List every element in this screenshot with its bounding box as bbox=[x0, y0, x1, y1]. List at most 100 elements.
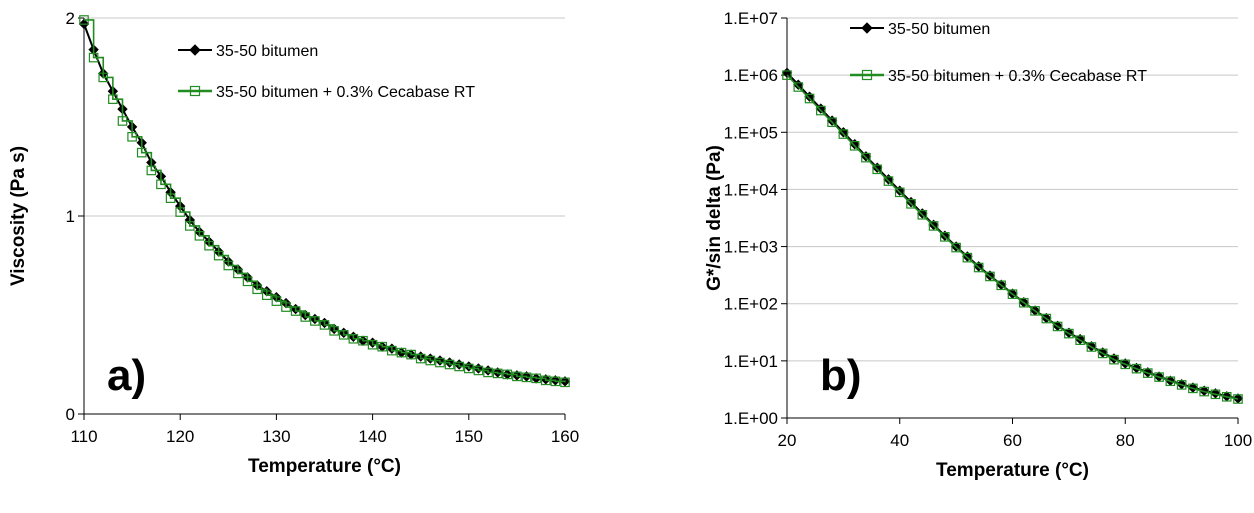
data-point bbox=[782, 70, 792, 80]
y-tick-label: 2 bbox=[66, 9, 75, 28]
data-point bbox=[872, 164, 882, 175]
data-point bbox=[425, 355, 436, 366]
data-point bbox=[1075, 335, 1085, 345]
data-point bbox=[271, 296, 282, 306]
data-point bbox=[98, 72, 109, 83]
data-point bbox=[348, 333, 359, 344]
data-point bbox=[996, 280, 1007, 291]
y-tick-label: 0 bbox=[66, 405, 75, 424]
panel-label-a: a) bbox=[107, 351, 146, 400]
data-point bbox=[1086, 342, 1097, 352]
data-point bbox=[1030, 306, 1040, 316]
series-line bbox=[786, 72, 1239, 400]
data-point bbox=[88, 52, 99, 63]
data-point bbox=[261, 290, 272, 300]
viscosity-y-axis-label: Viscosity (Pa s) bbox=[8, 146, 29, 286]
x-tick-label: 80 bbox=[1116, 431, 1135, 450]
legend-entry-bitumen: 35-50 bitumen bbox=[850, 21, 990, 38]
y-tick-label: 1 bbox=[66, 207, 75, 226]
data-point bbox=[406, 349, 416, 360]
data-point bbox=[165, 193, 176, 203]
data-point bbox=[300, 312, 311, 322]
data-point bbox=[454, 361, 464, 372]
data-point bbox=[540, 375, 551, 386]
data-point bbox=[1176, 380, 1187, 390]
data-point bbox=[531, 373, 541, 384]
data-point bbox=[1199, 386, 1209, 397]
viscosity-y-ticks: 0 1 2 bbox=[66, 9, 84, 424]
modulus-y-ticks: 1.E+00 1.E+01 1.E+02 1.E+03 1.E+04 1.E+05 1.E+… bbox=[724, 9, 787, 428]
data-point bbox=[435, 357, 445, 368]
data-point bbox=[358, 335, 368, 346]
series-line bbox=[84, 19, 566, 383]
series-bitumen-cecabase bbox=[782, 70, 1243, 404]
modulus-series bbox=[781, 67, 1244, 404]
data-point bbox=[1210, 389, 1221, 400]
x-tick-label: 40 bbox=[890, 431, 909, 450]
data-point bbox=[492, 368, 503, 379]
y-tick-label: 1.E+02 bbox=[724, 295, 778, 314]
y-tick-label: 1.E+00 bbox=[724, 409, 778, 428]
data-point bbox=[793, 82, 804, 92]
data-point bbox=[1142, 368, 1153, 378]
data-point bbox=[502, 369, 513, 380]
data-point bbox=[985, 271, 995, 282]
viscosity-x-axis-label: Temperature (°C) bbox=[248, 456, 401, 477]
legend-label-bitumen: 35-50 bitumen bbox=[216, 43, 318, 60]
data-point bbox=[252, 284, 262, 295]
data-point bbox=[1165, 376, 1176, 387]
data-point bbox=[1154, 372, 1164, 382]
data-point bbox=[108, 94, 118, 104]
data-point bbox=[883, 176, 894, 186]
data-point bbox=[962, 252, 973, 263]
data-point bbox=[175, 207, 185, 217]
data-point bbox=[483, 367, 493, 378]
data-point bbox=[387, 345, 397, 356]
viscosity-x-ticks: 110 120 130 140 150 160 bbox=[70, 414, 579, 446]
data-point bbox=[512, 371, 522, 382]
data-point bbox=[928, 221, 939, 231]
legend-label-bitumen-cecabase: 35-50 bitumen + 0.3% Cecabase RT bbox=[888, 68, 1147, 85]
legend-label-bitumen-cecabase: 35-50 bitumen + 0.3% Cecabase RT bbox=[216, 84, 475, 101]
data-point bbox=[290, 306, 301, 316]
viscosity-gridlines bbox=[84, 17, 565, 217]
legend-label-bitumen: 35-50 bitumen bbox=[888, 21, 990, 38]
data-point bbox=[550, 376, 561, 387]
legend-swatch-marker bbox=[861, 69, 873, 81]
data-point bbox=[242, 276, 253, 287]
data-point bbox=[136, 147, 147, 158]
data-point bbox=[827, 117, 837, 128]
data-point bbox=[117, 116, 128, 126]
data-point bbox=[1018, 297, 1029, 308]
data-point bbox=[329, 326, 339, 336]
modulus-legend: 35-50 bitumen 35-50 bitumen + 0.3% Cecab… bbox=[850, 21, 1147, 85]
data-point bbox=[146, 165, 157, 176]
data-point bbox=[521, 372, 532, 383]
legend-entry-bitumen-cecabase: 35-50 bitumen + 0.3% Cecabase RT bbox=[178, 84, 475, 101]
viscosity-legend: 35-50 bitumen 35-50 bitumen + 0.3% Cecab… bbox=[178, 43, 475, 101]
data-point bbox=[1007, 289, 1018, 299]
x-tick-label: 60 bbox=[1003, 431, 1022, 450]
data-point bbox=[213, 250, 224, 261]
data-point bbox=[1221, 391, 1232, 402]
data-point bbox=[367, 339, 378, 350]
x-tick-label: 130 bbox=[262, 427, 290, 446]
data-point bbox=[396, 347, 407, 358]
data-point bbox=[415, 353, 426, 364]
modulus-x-axis-label: Temperature (°C) bbox=[936, 460, 1089, 481]
data-point bbox=[1188, 383, 1198, 394]
data-point bbox=[338, 330, 349, 340]
legend-swatch-marker bbox=[861, 22, 873, 34]
data-point bbox=[1097, 348, 1108, 359]
data-point bbox=[849, 141, 860, 151]
data-point bbox=[223, 260, 234, 271]
viscosity-series bbox=[78, 15, 571, 388]
x-tick-label: 120 bbox=[166, 427, 194, 446]
panel-label-b: b) bbox=[820, 351, 862, 400]
data-point bbox=[194, 231, 205, 241]
x-tick-label: 140 bbox=[358, 427, 386, 446]
y-tick-label: 1.E+01 bbox=[724, 352, 778, 371]
data-point bbox=[940, 232, 950, 242]
y-tick-label: 1.E+06 bbox=[724, 66, 778, 85]
